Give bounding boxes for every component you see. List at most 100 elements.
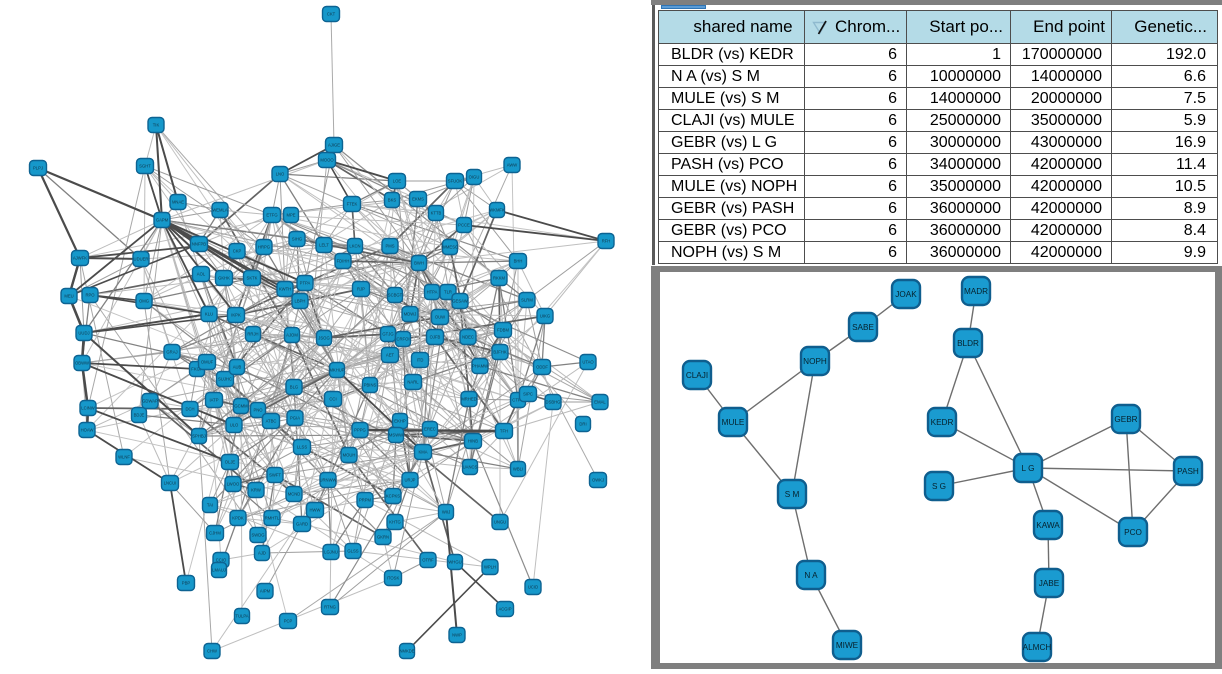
svg-text:LNCUI: LNCUI (164, 481, 177, 486)
svg-text:OMG: OMG (139, 299, 149, 304)
svg-text:WEMLA: WEMLA (212, 208, 228, 213)
svg-text:FDIHH: FDIHH (337, 259, 350, 264)
svg-text:LELT: LELT (319, 243, 329, 248)
svg-text:WLNF: WLNF (118, 455, 130, 460)
svg-text:PCCE: PCCE (458, 223, 470, 228)
svg-text:CKT: CKT (327, 12, 336, 17)
svg-text:RMHTL: RMHTL (265, 516, 280, 521)
svg-text:LKCN: LKCN (349, 244, 360, 249)
svg-text:MADR: MADR (964, 287, 988, 296)
svg-text:GESAW: GESAW (452, 299, 467, 304)
svg-text:MPE: MPE (286, 213, 295, 218)
svg-text:PCP: PCP (284, 619, 293, 624)
svg-text:JSOG: JSOG (318, 336, 329, 341)
svg-text:MCND: MCND (288, 492, 301, 497)
svg-text:SWFT: SWFT (269, 473, 281, 478)
svg-text:BLG: BLG (290, 385, 298, 390)
svg-text:TLR: TLR (444, 290, 452, 295)
svg-text:KAWA: KAWA (1036, 521, 1060, 530)
svg-text:WIIJ: WIIJ (442, 510, 450, 515)
svg-text:OTRF: OTRF (422, 558, 434, 563)
svg-text:RJP: RJP (357, 287, 365, 292)
svg-text:MOOO: MOOO (320, 158, 334, 163)
svg-text:KHTG: KHTG (389, 520, 401, 525)
svg-text:AET: AET (386, 353, 395, 358)
svg-text:S G: S G (932, 482, 946, 491)
svg-text:PASH: PASH (1177, 467, 1199, 476)
svg-text:WPLH: WPLH (484, 565, 496, 570)
svg-text:TIK: TIK (153, 123, 160, 128)
svg-text:CTFG: CTFG (512, 398, 523, 403)
svg-text:GCMM: GCMM (234, 404, 248, 409)
svg-text:FDBM: FDBM (497, 328, 509, 333)
svg-text:TFH: TFH (500, 429, 508, 434)
svg-text:BKS: BKS (388, 198, 397, 203)
svg-text:DSBHG: DSBHG (546, 400, 561, 405)
svg-text:PNO: PNO (253, 408, 263, 413)
svg-text:UDUER: UDUER (134, 257, 149, 262)
svg-text:EKMS: EKMS (412, 197, 424, 202)
svg-text:GRAJ: GRAJ (166, 350, 177, 355)
svg-text:WHGU: WHGU (448, 560, 461, 565)
svg-text:CHW: CHW (207, 649, 217, 654)
svg-text:LBPH: LBPH (295, 299, 306, 304)
svg-text:AWW: AWW (507, 163, 518, 168)
svg-text:MDWJ: MDWJ (404, 312, 417, 317)
svg-text:WKMFK: WKMFK (489, 208, 505, 213)
svg-text:CJHM: CJHM (209, 531, 221, 536)
svg-text:ACGIP: ACGIP (498, 607, 511, 612)
svg-text:UCID: UCID (528, 585, 538, 590)
svg-text:UUDJ: UUDJ (78, 331, 89, 336)
svg-text:DCH: DCH (185, 407, 194, 412)
svg-text:MRHED: MRHED (461, 397, 476, 402)
svg-text:PBINS: PBINS (364, 383, 377, 388)
svg-text:KTTB: KTTB (431, 211, 442, 216)
svg-text:BJFHK: BJFHK (493, 350, 506, 355)
svg-text:CKP: CKP (233, 249, 242, 254)
svg-text:HINB: HINB (468, 439, 478, 444)
svg-text:PLPJ: PLPJ (33, 166, 43, 171)
svg-text:ULO: ULO (230, 423, 239, 428)
svg-text:KRW: KRW (251, 488, 261, 493)
svg-text:OBWW: OBWW (75, 361, 89, 366)
svg-text:BHH: BHH (514, 259, 523, 264)
svg-text:EKHP: EKHP (394, 419, 406, 424)
svg-text:ITD: ITD (417, 358, 424, 363)
svg-text:MKHUP: MKHUP (329, 368, 344, 373)
svg-text:LNO: LNO (276, 172, 285, 177)
svg-text:RKKM: RKKM (493, 276, 506, 281)
svg-text:RPO: RPO (85, 293, 95, 298)
svg-text:LWOO: LWOO (227, 482, 240, 487)
svg-text:SIHG: SIHG (292, 237, 302, 242)
svg-text:UNGU: UNGU (494, 520, 506, 525)
svg-text:RRJH: RRJH (247, 332, 258, 337)
svg-text:SPHBJ: SPHBJ (192, 434, 206, 439)
svg-text:LGJNU: LGJNU (324, 550, 338, 555)
svg-text:HRPG: HRPG (258, 245, 270, 250)
svg-text:CCI: CCI (329, 397, 336, 402)
svg-text:MNAE: MNAE (172, 200, 184, 205)
svg-text:AJWFK: AJWFK (73, 256, 87, 261)
svg-text:KLU: KLU (205, 312, 213, 317)
svg-text:FTEK: FTEK (347, 202, 358, 207)
svg-text:LOE: LOE (393, 179, 402, 184)
svg-text:ETFG: ETFG (266, 213, 277, 218)
svg-text:WBLI: WBLI (513, 467, 523, 472)
svg-text:LCINW: LCINW (81, 406, 95, 411)
svg-text:KCPKS: KCPKS (386, 494, 400, 499)
svg-text:N A: N A (804, 571, 818, 580)
svg-text:OUW: OUW (435, 315, 445, 320)
svg-text:SGHT: SGHT (139, 164, 151, 169)
svg-text:BDJE: BDJE (134, 413, 145, 418)
svg-text:GARD: GARD (296, 522, 308, 527)
svg-text:HTPA: HTPA (427, 290, 438, 295)
svg-text:PPPG: PPPG (354, 428, 366, 433)
svg-text:NWP: NWP (452, 633, 462, 638)
svg-text:GTJG: GTJG (382, 332, 393, 337)
svg-text:OMUF: OMUF (201, 360, 214, 365)
svg-text:IATP: IATP (210, 398, 219, 403)
svg-text:CLAJI: CLAJI (686, 371, 708, 380)
svg-text:EMAL: EMAL (594, 400, 606, 405)
svg-text:PHAMW: PHAMW (472, 364, 488, 369)
svg-text:SABE: SABE (852, 323, 874, 332)
